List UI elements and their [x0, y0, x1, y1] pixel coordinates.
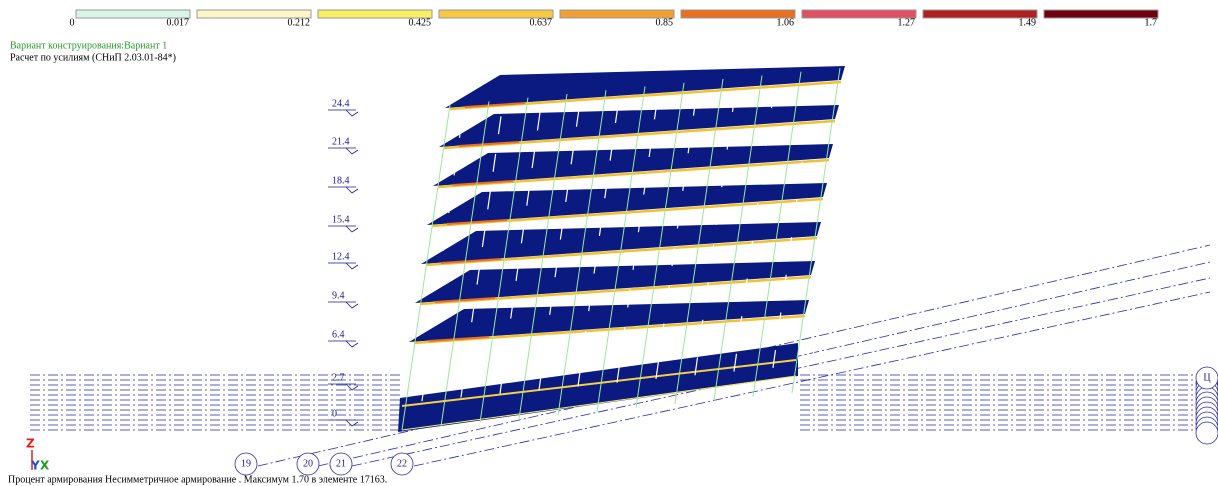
level-label: 18.4 [332, 175, 350, 186]
level-label: 12.4 [332, 251, 350, 262]
level-label: 24.4 [332, 98, 350, 109]
legend-label: 0.637 [530, 17, 553, 28]
level-label: 2.7 [332, 372, 345, 383]
foundation-slab [398, 343, 798, 432]
coordinate-triad: Z Y X [26, 437, 50, 473]
axis-label: 19 [241, 458, 251, 469]
viewport: Вариант конструирования:Вариант 1 Расчет… [0, 0, 1218, 486]
x-label: X [40, 459, 50, 473]
legend-label: 0 [70, 17, 75, 28]
z-label: Z [26, 437, 35, 451]
axis-bubble [1196, 422, 1218, 444]
level-label: 6.4 [332, 329, 345, 340]
column-line [402, 105, 450, 430]
level-arrow [346, 263, 358, 269]
level-arrow [346, 302, 358, 308]
level-label: 21.4 [332, 136, 350, 147]
legend-label: 1.06 [777, 17, 795, 28]
legend-label: 1.49 [1019, 17, 1037, 28]
level-arrow [346, 187, 358, 193]
axis-label: 20 [303, 458, 313, 469]
status-text: Процент армирования Несимметричное армир… [8, 474, 387, 485]
method-label: Расчет по усилиям (СНиП 2.03.01-84*) [10, 52, 176, 63]
legend-label: 0.425 [409, 17, 432, 28]
legend-label: 0.85 [656, 17, 674, 28]
legend-label: 1.7 [1145, 17, 1158, 28]
level-label: 15.4 [332, 214, 350, 225]
level-label: 0 [332, 408, 337, 419]
legend-label: 0.017 [167, 17, 190, 28]
level-arrow [346, 226, 358, 232]
level-arrow [346, 341, 358, 347]
axis-label: Ц [1203, 372, 1210, 383]
axis-label: 21 [336, 458, 346, 469]
y-label: Y [30, 459, 40, 473]
level-arrow [346, 148, 358, 154]
level-arrow [346, 110, 358, 116]
legend-label: 1.27 [898, 17, 916, 28]
level-label: 9.4 [332, 290, 345, 301]
axis-label: 22 [397, 458, 407, 469]
legend-swatch [1044, 10, 1158, 18]
variant-label: Вариант конструирования:Вариант 1 [10, 40, 167, 51]
legend-label: 0.212 [288, 17, 311, 28]
